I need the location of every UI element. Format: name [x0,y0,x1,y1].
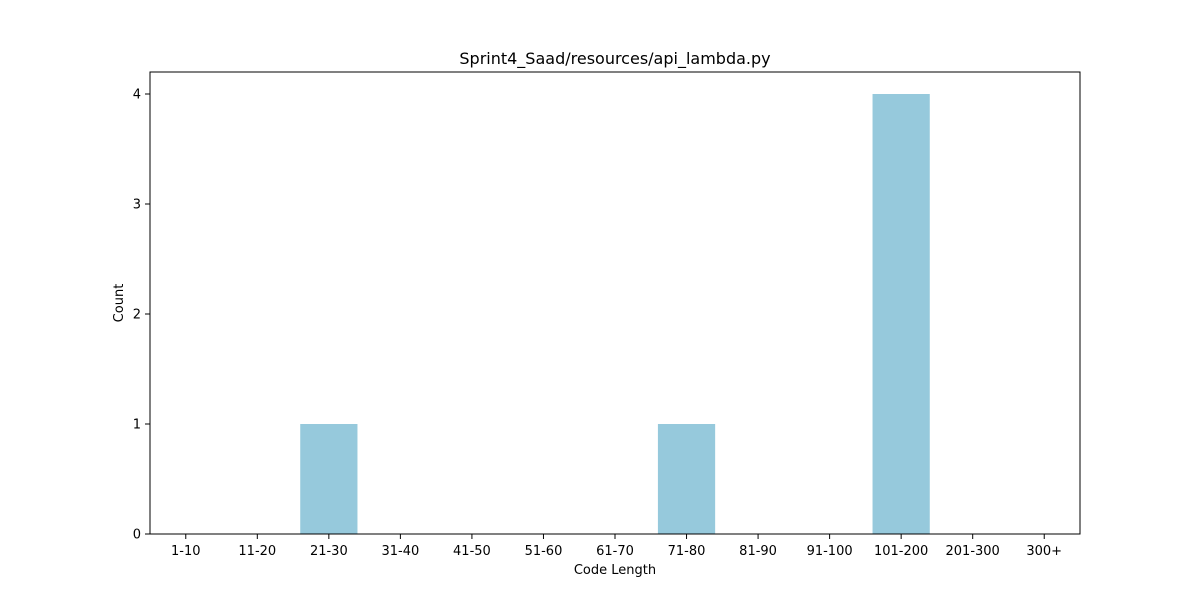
x-tick-label: 11-20 [238,544,276,559]
x-tick-label: 21-30 [310,544,348,559]
x-tick-label: 101-200 [874,544,928,559]
plot-frame [149,71,1081,535]
x-tick-label: 51-60 [525,544,563,559]
x-tick-label: 201-300 [946,544,1000,559]
y-tick-label: 2 [133,308,141,323]
chart-title: Sprint4_Saad/resources/api_lambda.py [459,49,770,69]
bar-101-200 [872,94,930,534]
bars-layer [300,94,930,534]
y-axis-label: Count [112,284,127,323]
y-tick-label: 3 [133,198,141,213]
x-tick-label: 31-40 [381,544,419,559]
x-tick-label: 61-70 [596,544,634,559]
y-axis-ticks: 0 1 2 3 4 [133,88,150,543]
x-tick-label: 1-10 [171,544,201,559]
x-axis-ticks: 1-10 11-20 21-30 31-40 41-50 51-60 61-70 71-80 8… [171,534,1062,559]
x-tick-label: 71-80 [668,544,706,559]
y-tick-label: 1 [133,418,141,433]
bar-21-30 [300,424,358,534]
y-tick-label: 4 [133,88,141,103]
x-tick-label: 300+ [1026,544,1062,559]
x-tick-label: 81-90 [739,544,777,559]
x-tick-label: 91-100 [807,544,853,559]
x-tick-label: 41-50 [453,544,491,559]
y-tick-label: 0 [133,528,141,543]
x-axis-label: Code Length [574,563,656,578]
bar-71-80 [657,424,716,534]
